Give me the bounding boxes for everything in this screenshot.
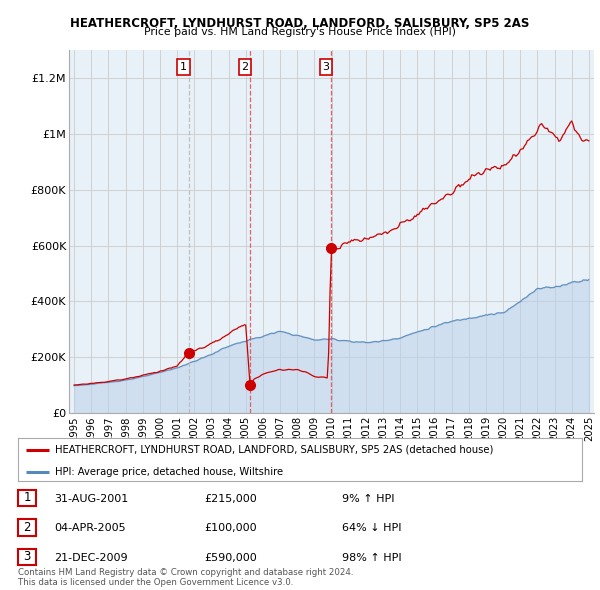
Text: 1: 1 (23, 491, 31, 504)
Text: HEATHERCROFT, LYNDHURST ROAD, LANDFORD, SALISBURY, SP5 2AS (detached house): HEATHERCROFT, LYNDHURST ROAD, LANDFORD, … (55, 445, 493, 455)
Text: £215,000: £215,000 (204, 494, 257, 503)
Text: Contains HM Land Registry data © Crown copyright and database right 2024.
This d: Contains HM Land Registry data © Crown c… (18, 568, 353, 587)
Text: 04-APR-2005: 04-APR-2005 (54, 523, 125, 533)
Text: HEATHERCROFT, LYNDHURST ROAD, LANDFORD, SALISBURY, SP5 2AS: HEATHERCROFT, LYNDHURST ROAD, LANDFORD, … (70, 17, 530, 30)
Text: 98% ↑ HPI: 98% ↑ HPI (342, 553, 401, 562)
Text: 2: 2 (23, 521, 31, 534)
Text: £590,000: £590,000 (204, 553, 257, 562)
Text: 3: 3 (23, 550, 31, 563)
Text: HPI: Average price, detached house, Wiltshire: HPI: Average price, detached house, Wilt… (55, 467, 283, 477)
Text: Price paid vs. HM Land Registry's House Price Index (HPI): Price paid vs. HM Land Registry's House … (144, 27, 456, 37)
Text: £100,000: £100,000 (204, 523, 257, 533)
Text: 2: 2 (241, 62, 248, 72)
Text: 31-AUG-2001: 31-AUG-2001 (54, 494, 128, 503)
Text: 3: 3 (322, 62, 329, 72)
Text: 21-DEC-2009: 21-DEC-2009 (54, 553, 128, 562)
Text: 9% ↑ HPI: 9% ↑ HPI (342, 494, 395, 503)
Text: 64% ↓ HPI: 64% ↓ HPI (342, 523, 401, 533)
Text: 1: 1 (180, 62, 187, 72)
